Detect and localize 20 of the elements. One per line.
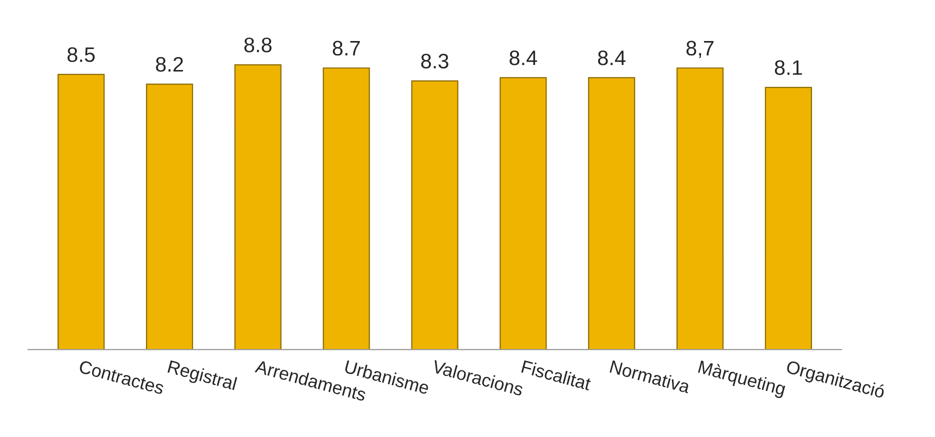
data-label: 8.2	[156, 56, 183, 72]
bar	[764, 86, 812, 350]
x-tick-label: Registral	[166, 360, 238, 394]
bar	[500, 77, 547, 350]
data-label: 8.4	[510, 50, 538, 66]
data-label: 8.4	[598, 50, 626, 66]
data-label: 8.7	[332, 40, 360, 56]
x-tick-label: Fiscalitat	[521, 360, 592, 391]
bar	[322, 67, 370, 350]
bar	[588, 77, 636, 350]
data-label: 8.1	[774, 60, 802, 75]
data-label: 8.8	[244, 38, 272, 52]
data-label: 8,7	[686, 40, 714, 58]
bar	[58, 74, 105, 350]
data-label: 8.3	[421, 54, 448, 68]
bar	[146, 84, 194, 350]
bar	[411, 80, 458, 350]
data-label: 8.5	[68, 47, 95, 62]
bar	[234, 64, 282, 350]
bar	[676, 67, 724, 350]
